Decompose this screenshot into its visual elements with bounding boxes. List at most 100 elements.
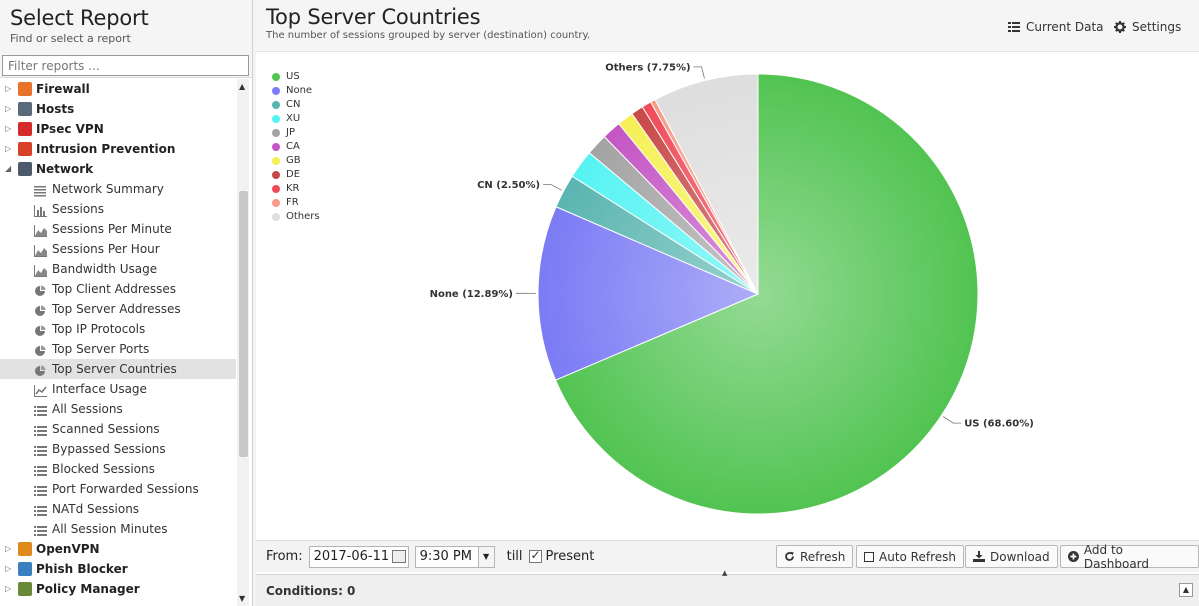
panel-title: Select Report <box>10 6 149 30</box>
scroll-down-arrow-icon[interactable]: ▼ <box>239 594 246 603</box>
report-item[interactable]: All Session Minutes <box>0 519 236 539</box>
gear-icon <box>1114 21 1126 33</box>
collapsed-arrow-icon[interactable]: ▷ <box>5 564 12 573</box>
collapsed-arrow-icon[interactable]: ▷ <box>5 84 12 93</box>
collapsed-arrow-icon[interactable]: ▷ <box>5 144 12 153</box>
conditions-panel[interactable]: ▲ Conditions: 0 ▲ <box>256 569 1199 606</box>
tree-category-policy-manager[interactable]: ▷ Policy Manager <box>0 579 236 599</box>
report-item[interactable]: Sessions <box>0 199 236 219</box>
collapsed-arrow-icon[interactable]: ▷ <box>5 104 12 113</box>
refresh-button[interactable]: Refresh <box>776 545 854 568</box>
report-item[interactable]: Blocked Sessions <box>0 459 236 479</box>
report-item[interactable]: Port Forwarded Sessions <box>0 479 236 499</box>
tree-category-label: IPsec VPN <box>36 122 104 136</box>
legend-item[interactable]: CA <box>272 140 320 154</box>
report-item[interactable]: NATd Sessions <box>0 499 236 519</box>
report-item[interactable]: Sessions Per Minute <box>0 219 236 239</box>
legend-swatch <box>272 171 280 179</box>
tree-category-network[interactable]: ◢ Network <box>0 159 236 179</box>
time-select[interactable]: 9:30 PM ▼ <box>414 545 495 568</box>
collapse-handle-icon[interactable]: ▲ <box>722 569 728 577</box>
download-label: Download <box>990 549 1050 564</box>
bar-chart-icon <box>34 203 47 217</box>
tree-category-intrusion-prevention[interactable]: ▷ Intrusion Prevention <box>0 139 236 159</box>
collapsed-arrow-icon[interactable]: ▷ <box>5 544 12 553</box>
legend-item[interactable]: KR <box>272 182 320 196</box>
legend-item[interactable]: Others <box>272 210 320 224</box>
report-item[interactable]: All Sessions <box>0 399 236 419</box>
report-item[interactable]: Top Server Addresses <box>0 299 236 319</box>
chevron-down-icon[interactable]: ▼ <box>477 546 494 567</box>
report-item-label: Sessions Per Minute <box>52 222 172 236</box>
legend-swatch <box>272 129 280 137</box>
report-item-label: Top Server Addresses <box>52 302 181 316</box>
data-label: Others (7.75%) <box>605 62 690 73</box>
auto-refresh-button[interactable]: Auto Refresh <box>856 545 964 568</box>
report-item[interactable]: Network Summary <box>0 179 236 199</box>
legend-item[interactable]: CN <box>272 98 320 112</box>
legend-label: KR <box>286 183 300 194</box>
legend-swatch <box>272 157 280 165</box>
report-item-label: All Sessions <box>52 402 123 416</box>
list-icon <box>34 503 47 516</box>
collapsed-arrow-icon[interactable]: ▷ <box>5 124 12 133</box>
auto-refresh-label: Auto Refresh <box>879 549 956 564</box>
calendar-icon[interactable] <box>391 549 406 563</box>
tree-category-hosts[interactable]: ▷ Hosts <box>0 99 236 119</box>
tree-category-label: OpenVPN <box>36 542 100 556</box>
download-button[interactable]: Download <box>965 545 1058 568</box>
settings-button[interactable]: Settings <box>1114 20 1181 34</box>
legend-label: None <box>286 85 313 96</box>
legend-item[interactable]: FR <box>272 196 320 210</box>
legend-item[interactable]: US <box>272 70 320 84</box>
tree-category-phish-blocker[interactable]: ▷ Phish Blocker <box>0 559 236 579</box>
current-data-button[interactable]: Current Data <box>1008 20 1104 34</box>
expanded-arrow-icon[interactable]: ◢ <box>5 164 12 173</box>
data-label-connector <box>543 184 562 191</box>
legend-item[interactable]: None <box>272 84 320 98</box>
report-item[interactable]: Sessions Per Hour <box>0 239 236 259</box>
scroll-up-arrow-icon[interactable]: ▲ <box>239 82 246 91</box>
legend-label: US <box>286 71 300 82</box>
legend-item[interactable]: JP <box>272 126 320 140</box>
area-chart-icon <box>34 223 47 237</box>
download-icon <box>973 551 985 562</box>
tree-category-openvpn[interactable]: ▷ OpenVPN <box>0 539 236 559</box>
tree-category-label: Network <box>36 162 94 176</box>
list-icon <box>34 403 47 416</box>
date-field[interactable]: 2017-06-11 <box>308 545 409 568</box>
pie-chart-icon <box>34 323 47 336</box>
expand-icon[interactable]: ▲ <box>1179 583 1193 597</box>
present-checkbox[interactable] <box>528 548 542 563</box>
report-item-label: Interface Usage <box>52 382 147 396</box>
report-item[interactable]: Bandwidth Usage <box>0 259 236 279</box>
tree-category-firewall[interactable]: ▷ Firewall <box>0 79 236 99</box>
legend-item[interactable]: DE <box>272 168 320 182</box>
line-chart-icon <box>34 383 47 397</box>
report-item-label: Bandwidth Usage <box>52 262 158 276</box>
report-tree-scrollbar[interactable]: ▲ ▼ <box>237 79 249 606</box>
panel-subtitle: Find or select a report <box>10 32 131 45</box>
report-item[interactable]: Top Server Countries <box>0 359 236 379</box>
filter-reports-input[interactable] <box>2 55 249 76</box>
legend-item[interactable]: XU <box>272 112 320 126</box>
tree-category-ipsec-vpn[interactable]: ▷ IPsec VPN <box>0 119 236 139</box>
legend-swatch <box>272 101 280 109</box>
report-item-label: Blocked Sessions <box>52 462 155 476</box>
report-item[interactable]: Top Client Addresses <box>0 279 236 299</box>
add-to-dashboard-button[interactable]: Add to Dashboard <box>1060 543 1199 571</box>
report-item[interactable]: Scanned Sessions <box>0 419 236 439</box>
legend-item[interactable]: GB <box>272 154 320 168</box>
legend-swatch <box>272 143 280 151</box>
report-item[interactable]: Interface Usage <box>0 379 236 399</box>
report-item[interactable]: Top Server Ports <box>0 339 236 359</box>
collapsed-arrow-icon[interactable]: ▷ <box>5 584 12 593</box>
legend-swatch <box>272 213 280 221</box>
scrollbar-thumb[interactable] <box>239 191 248 457</box>
report-subtitle: The number of sessions grouped by server… <box>266 30 591 41</box>
report-item[interactable]: Bypassed Sessions <box>0 439 236 459</box>
openvpn-icon <box>18 542 32 556</box>
report-item[interactable]: Top IP Protocols <box>0 319 236 339</box>
legend-swatch <box>272 199 280 207</box>
conditions-label: Conditions: 0 <box>266 584 356 598</box>
